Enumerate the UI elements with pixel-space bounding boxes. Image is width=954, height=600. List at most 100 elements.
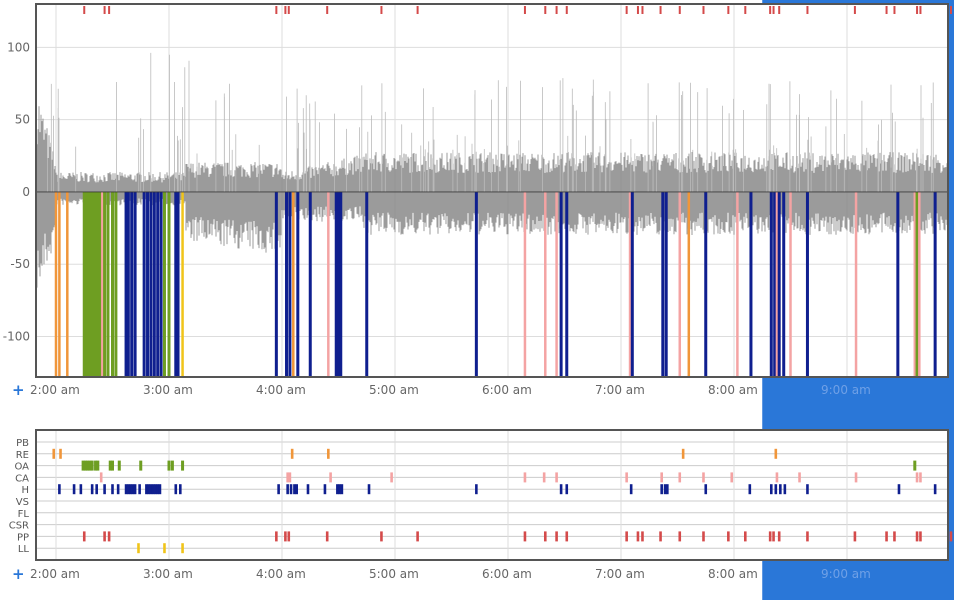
event-mark-h xyxy=(147,484,150,495)
event-mark-h xyxy=(103,484,106,495)
event-mark-h xyxy=(286,484,289,495)
flow-y-axis: 100 50 0 -50 -100 xyxy=(3,40,30,343)
expand-bottom-plus-icon[interactable]: + xyxy=(12,565,25,583)
event-line-h xyxy=(565,191,569,377)
event-mark-oa xyxy=(117,460,121,471)
event-line-oa xyxy=(82,191,86,377)
event-mark-re xyxy=(327,448,330,459)
event-mark-ca xyxy=(555,472,558,483)
event-mark-h xyxy=(704,484,708,495)
pp-tick xyxy=(772,6,775,14)
event-mark-h xyxy=(95,484,98,495)
y-tick-label: 0 xyxy=(22,185,30,199)
event-mark-h xyxy=(783,484,787,495)
x-tick-label: 5:00 am xyxy=(369,383,419,397)
event-mark-h xyxy=(629,484,633,495)
category-label: CA xyxy=(15,473,29,484)
event-mark-ca xyxy=(286,472,289,483)
event-line-oa xyxy=(85,191,89,377)
event-mark-h xyxy=(138,484,141,495)
event-line-oa xyxy=(89,191,93,377)
x-tick-label: 7:00 am xyxy=(595,383,645,397)
event-line-oa xyxy=(94,191,98,377)
event-mark-h xyxy=(131,484,135,495)
category-label: OA xyxy=(14,462,29,473)
event-line-re xyxy=(687,191,691,377)
event-line-h xyxy=(334,191,338,377)
y-tick-label: -50 xyxy=(10,257,30,271)
event-category-axis: PB RE OA CA H VS FL CSR PP LL xyxy=(9,438,30,555)
event-line-re xyxy=(54,191,58,377)
event-mark-h xyxy=(306,484,310,495)
event-mark-pp xyxy=(919,531,922,542)
event-mark-pp xyxy=(565,531,569,542)
event-mark-h xyxy=(897,484,901,495)
pp-tick xyxy=(659,6,662,14)
y-tick-label: 50 xyxy=(15,113,30,127)
pp-tick xyxy=(893,6,896,14)
event-line-h xyxy=(630,191,634,377)
category-label: PP xyxy=(17,532,29,543)
event-mark-ca xyxy=(678,472,682,483)
x-tick-label: 4:00 am xyxy=(256,567,306,581)
event-mark-pp xyxy=(82,531,86,542)
x-tick-label: 5:00 am xyxy=(369,567,419,581)
event-mark-h xyxy=(323,484,327,495)
event-mark-h xyxy=(666,484,669,495)
event-mark-re xyxy=(681,448,685,459)
flow-waveform-series xyxy=(36,52,948,288)
event-mark-pp xyxy=(641,531,644,542)
event-line-h xyxy=(749,191,753,377)
pp-tick xyxy=(769,6,772,14)
event-mark-re xyxy=(52,448,56,459)
pp-tick xyxy=(919,6,922,14)
flow-x-axis: + 2:00 am 3:00 am 4:00 am 5:00 am 6:00 a… xyxy=(12,381,871,399)
event-mark-h xyxy=(933,484,937,495)
event-line-h xyxy=(274,191,278,377)
pp-tick xyxy=(284,6,287,14)
event-mark-pp xyxy=(744,531,747,542)
event-mark-h xyxy=(565,484,569,495)
event-mark-pp xyxy=(555,531,558,542)
pp-tick xyxy=(949,6,952,14)
event-mark-oa xyxy=(86,460,90,471)
category-label: CSR xyxy=(9,521,29,532)
x-tick-label: 8:00 am xyxy=(708,567,758,581)
event-mark-h xyxy=(58,484,61,495)
event-line-oa xyxy=(87,191,91,377)
event-line-h xyxy=(933,191,937,377)
event-mark-re xyxy=(774,448,778,459)
event-timeline-panel: PB RE OA CA H VS FL CSR PP LL + 2:00 am … xyxy=(9,429,953,583)
pp-tick xyxy=(380,6,383,14)
event-mark-ca xyxy=(99,472,103,483)
event-mark-oa xyxy=(88,460,92,471)
event-mark-h xyxy=(116,484,120,495)
event-mark-h xyxy=(156,484,159,495)
event-mark-h xyxy=(475,484,478,495)
event-line-h xyxy=(126,191,130,377)
pp-tick xyxy=(641,6,644,14)
event-line-ca xyxy=(523,191,527,377)
event-mark-h xyxy=(748,484,752,495)
flow-waveform-panel: 100 50 0 -50 -100 + 2:00 am 3:00 am 4:00… xyxy=(3,3,952,399)
pp-tick xyxy=(885,6,888,14)
event-mark-pp xyxy=(702,531,705,542)
event-mark-pp xyxy=(103,531,106,542)
event-mark-oa xyxy=(83,460,87,471)
pp-tick xyxy=(916,6,919,14)
event-mark-h xyxy=(660,484,663,495)
event-line-ca xyxy=(678,191,682,377)
event-line-h xyxy=(339,191,343,377)
pp-tick xyxy=(416,6,419,14)
event-mark-pp xyxy=(768,531,772,542)
event-line-h xyxy=(130,191,134,377)
event-line-h xyxy=(805,191,809,377)
event-plot-area[interactable] xyxy=(36,430,948,560)
event-mark-h xyxy=(289,484,293,495)
x-tick-label: 4:00 am xyxy=(256,383,306,397)
expand-top-plus-icon[interactable]: + xyxy=(12,381,25,399)
category-label: VS xyxy=(16,497,29,508)
x-tick-label: 2:00 am xyxy=(30,567,80,581)
pp-tick xyxy=(678,6,681,14)
event-mark-h xyxy=(338,484,341,495)
